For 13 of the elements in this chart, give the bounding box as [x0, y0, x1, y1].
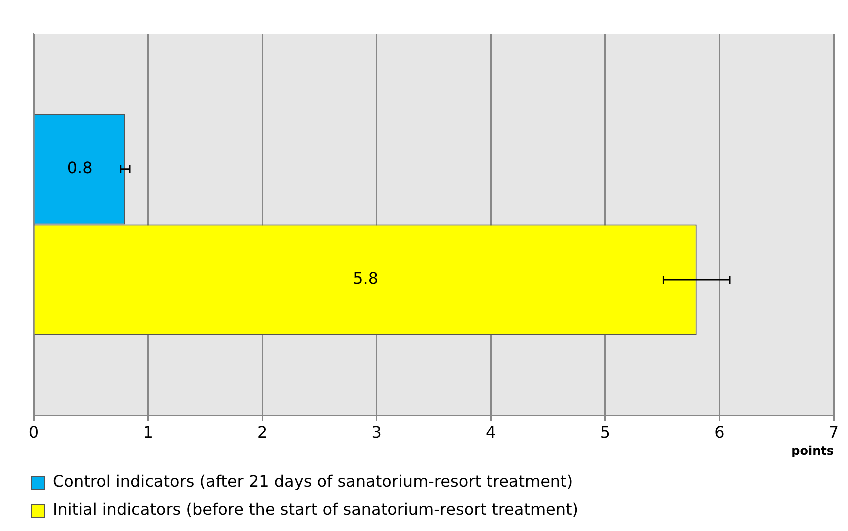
- x-tick-label: 7: [828, 423, 840, 442]
- x-axis-title: points: [792, 444, 834, 458]
- x-tick-label: 5: [600, 423, 611, 442]
- legend-label: Initial indicators (before the start of sanatorium-resort treatment): [53, 500, 579, 520]
- x-tick-label: 1: [143, 423, 154, 442]
- x-tick-label: 0: [28, 423, 40, 442]
- legend-label: Control indicators (after 21 days of sanatorium-resort treatment): [53, 472, 574, 492]
- data-label: 0.8: [67, 158, 93, 178]
- x-tick-label: 2: [257, 423, 268, 442]
- data-label: 5.8: [353, 269, 379, 288]
- x-tick-label: 6: [714, 423, 725, 442]
- x-tick-label: 4: [486, 423, 496, 442]
- x-tick-label: 3: [372, 423, 382, 442]
